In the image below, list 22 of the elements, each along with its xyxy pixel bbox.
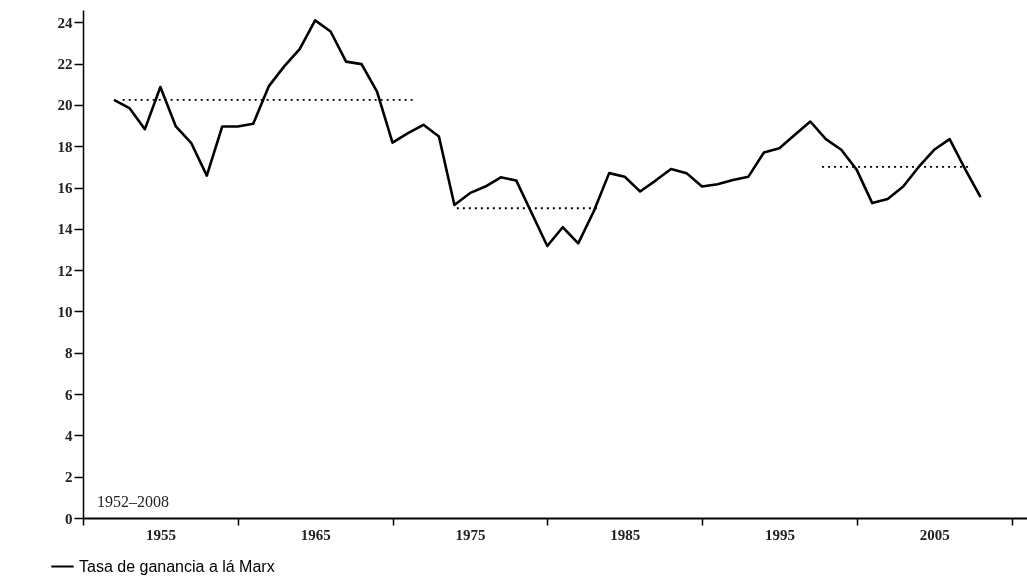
y-tick-label: 10: [57, 304, 73, 320]
x-tick-label: 2005: [919, 526, 950, 543]
annotation: 1952–2008: [97, 493, 169, 510]
y-tick-label: 12: [57, 262, 73, 279]
x-tick-label: 1955: [145, 526, 176, 543]
x-tick-label: 1985: [610, 526, 641, 543]
x-tick-label: 1965: [300, 526, 331, 543]
y-tick-label: 4: [65, 427, 73, 444]
y-tick-label: 18: [57, 138, 73, 155]
y-tick-label: 22: [57, 56, 73, 73]
y-tick-label: 16: [57, 180, 73, 197]
y-tick-label: 0: [65, 510, 73, 527]
line-series: [112, 19, 982, 248]
y-tick-label: 24: [57, 14, 73, 31]
y-tick-label: 8: [65, 345, 73, 362]
x-tick-label: 1975: [455, 526, 486, 543]
y-tick-label: 6: [65, 386, 73, 403]
y-tick-label: 20: [57, 97, 73, 114]
legend-label: Tasa de ganancia a lá Marx: [79, 557, 275, 575]
y-tick-label: 2: [65, 469, 73, 486]
x-tick-label: 1995: [764, 526, 795, 543]
y-tick-label: 14: [57, 221, 73, 238]
